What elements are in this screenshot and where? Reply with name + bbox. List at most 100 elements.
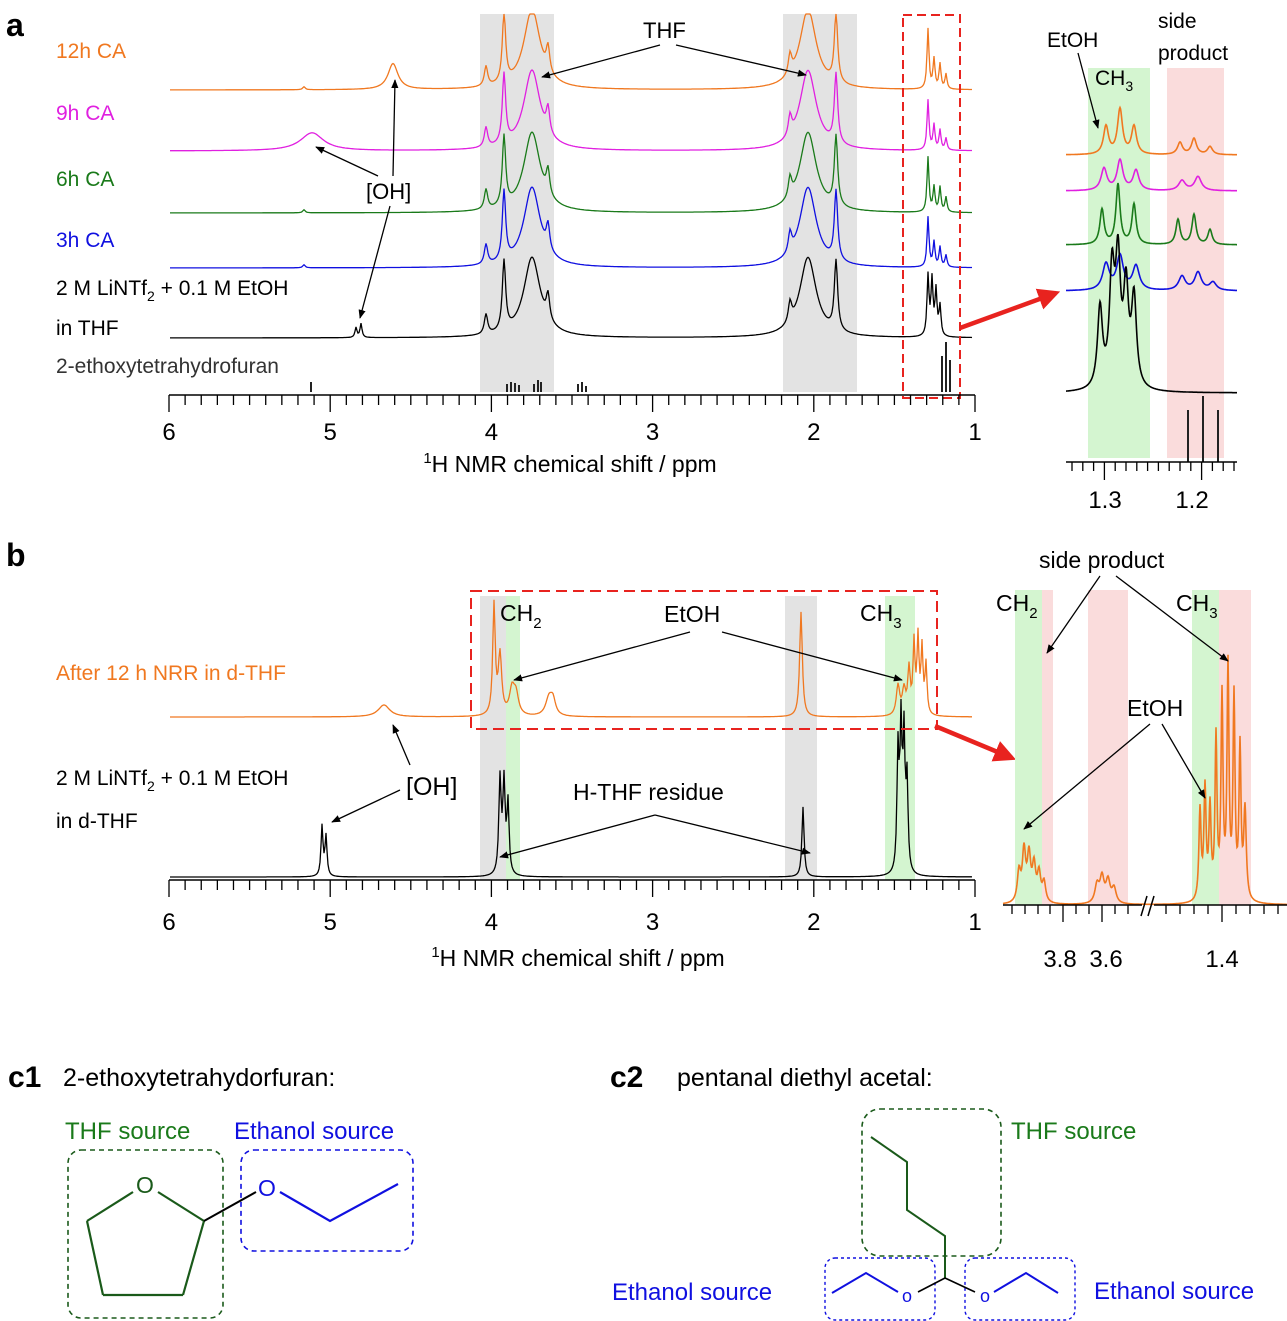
annotation-oh-a: [OH]: [366, 179, 411, 204]
arrow-oh-ref: [358, 205, 391, 319]
panel-c2-title: pentanal diethyl acetal:: [677, 1064, 933, 1092]
arrow-etoh-left: [513, 631, 691, 682]
trace-label-ref-line2: in THF: [56, 317, 119, 340]
inset-b-etoh: EtOH: [1127, 695, 1183, 721]
arrow-oh-12h: [391, 79, 399, 177]
inset-b-x-axis: 3.8 3.6 1.4: [1003, 895, 1287, 973]
panel-a-label: a: [6, 7, 24, 43]
c2-ethanol-box-right: [964, 1257, 1076, 1321]
annotation-hthf: H-THF residue: [573, 779, 724, 805]
arrow-hthf-left: [499, 814, 656, 859]
spectrum-b-nrr: [170, 599, 972, 718]
panel-b-label: b: [6, 537, 26, 573]
inset-a-side-line2: product: [1158, 42, 1228, 65]
c2-acetal-left: [917, 1277, 946, 1293]
c2-ethanol-box-left: [824, 1257, 936, 1321]
inset-a-tick-label-1.3: 1.3: [1088, 487, 1121, 514]
panel-a-x-axis: 6 5 4 3 2 1: [162, 394, 982, 446]
panel-b-traces: [170, 599, 973, 878]
arrow-hthf-right: [654, 814, 811, 855]
zoom-box-a: [902, 14, 961, 399]
arrow-side-right: [1115, 575, 1229, 662]
c1-ether-oxygen: O: [258, 1175, 276, 1201]
tick-label-b-2: 2: [807, 909, 820, 936]
arrow-oh-9h: [315, 146, 379, 177]
band-inset-b-green-1: [1015, 590, 1042, 905]
tick-label-a-2: 2: [807, 419, 820, 446]
c1-ethyl-chain: [279, 1183, 399, 1223]
inset-b-tick-label-1.4: 1.4: [1205, 946, 1238, 973]
inset-b-tick-label-3.6: 3.6: [1089, 946, 1122, 973]
c2-oxygen-right: o: [980, 1286, 990, 1306]
inset-a-spectrum-5: [1066, 233, 1237, 394]
panel-c1: c1 2-ethoxytetrahydorfuran: THF source E…: [8, 1061, 414, 1319]
c2-pentyl-chain: [870, 1136, 946, 1278]
panel-c1-title: 2-ethoxytetrahydorfuran:: [63, 1064, 335, 1092]
spectrum-a-5: [170, 256, 973, 339]
c2-ethyl-right: [993, 1271, 1059, 1294]
tick-label-a-5: 5: [324, 419, 337, 446]
c2-thf-source: THF source: [1011, 1118, 1136, 1145]
c1-ethanol-source: Ethanol source: [234, 1118, 394, 1145]
c1-ring-oxygen: O: [136, 1172, 154, 1198]
c2-ethanol-source-right: Ethanol source: [1094, 1278, 1254, 1305]
c1-ethanol-box: [240, 1149, 414, 1252]
arrow-oh-b-nrr: [392, 724, 411, 766]
tick-label-a-6: 6: [162, 419, 175, 446]
c2-ethyl-left: [831, 1271, 899, 1294]
x-axis-label-b: 1H NMR chemical shift / ppm: [431, 944, 724, 971]
band-a-thf-2: [783, 14, 857, 392]
ref-compound-label: 2-ethoxytetrahydrofuran: [56, 355, 279, 378]
zoom-arrow-b: [934, 723, 1017, 762]
arrow-etoh-right: [721, 631, 903, 682]
trace-label-12h: 12h CA: [56, 40, 126, 63]
panel-b: b After 12 h NRR in d-THF 2 M LiNTf2 + 0…: [6, 537, 1287, 973]
zoom-box-b: [470, 590, 938, 730]
inset-a-spectrum-1: [1066, 105, 1237, 156]
panel-c2-label: c2: [610, 1061, 643, 1094]
x-axis-label-a: 1H NMR chemical shift / ppm: [423, 450, 716, 477]
inset-b-side-product: side product: [1039, 547, 1165, 573]
band-a-thf-1: [480, 14, 554, 392]
c1-bridge-bond: [203, 1191, 257, 1222]
trace-label-3h: 3h CA: [56, 229, 114, 252]
tick-label-a-4: 4: [485, 419, 498, 446]
trace-label-ref-b-line2: in d-THF: [56, 810, 138, 833]
spectrum-a-1: [170, 13, 972, 91]
inset-a-x-axis: 1.3 1.2: [1066, 461, 1237, 514]
trace-label-ref-line1: 2 M LiNTf2 + 0.1 M EtOH: [56, 277, 288, 304]
c1-thf-source: THF source: [65, 1118, 190, 1145]
c2-ethanol-source-left: Ethanol source: [612, 1279, 772, 1306]
c1-thf-ring: [85, 1191, 206, 1297]
tick-label-b-1: 1: [968, 909, 981, 936]
inset-a-spectrum-3: [1066, 182, 1237, 246]
inset-a-traces: [1066, 105, 1237, 462]
arrow-thf-right: [675, 44, 807, 77]
trace-label-ref-b-line1: 2 M LiNTf2 + 0.1 M EtOH: [56, 767, 288, 794]
tick-label-a-3: 3: [646, 419, 659, 446]
arrow-thf-left: [541, 44, 661, 79]
c2-oxygen-left: o: [902, 1286, 912, 1306]
band-inset-a-red: [1167, 68, 1224, 458]
panel-a-traces: [170, 13, 973, 392]
tick-label-b-5: 5: [324, 909, 337, 936]
arrow-side-left: [1046, 575, 1101, 654]
zoom-arrow-a: [959, 288, 1061, 331]
arrow-inset-b-etoh-left: [1023, 723, 1151, 830]
inset-a-tick-label-1.2: 1.2: [1175, 487, 1208, 514]
inset-a-side-line1: side: [1158, 10, 1197, 33]
c2-acetal-right: [944, 1277, 976, 1293]
inset-b-axis-break-2: [1147, 895, 1155, 917]
panel-b-x-axis: 6 5 4 3 2 1: [162, 879, 982, 936]
spectrum-a-3: [170, 131, 972, 214]
arrow-inset-a-etoh: [1077, 52, 1100, 129]
annotation-oh-b: [OH]: [406, 773, 457, 801]
band-inset-b-red-1: [1042, 590, 1053, 905]
tick-label-b-3: 3: [646, 909, 659, 936]
tick-label-b-6: 6: [162, 909, 175, 936]
band-inset-b-green-2: [1192, 590, 1219, 905]
spectrum-a-2: [170, 69, 972, 152]
arrow-oh-b-ref: [331, 789, 401, 823]
spectrum-b-ref: [170, 698, 973, 878]
